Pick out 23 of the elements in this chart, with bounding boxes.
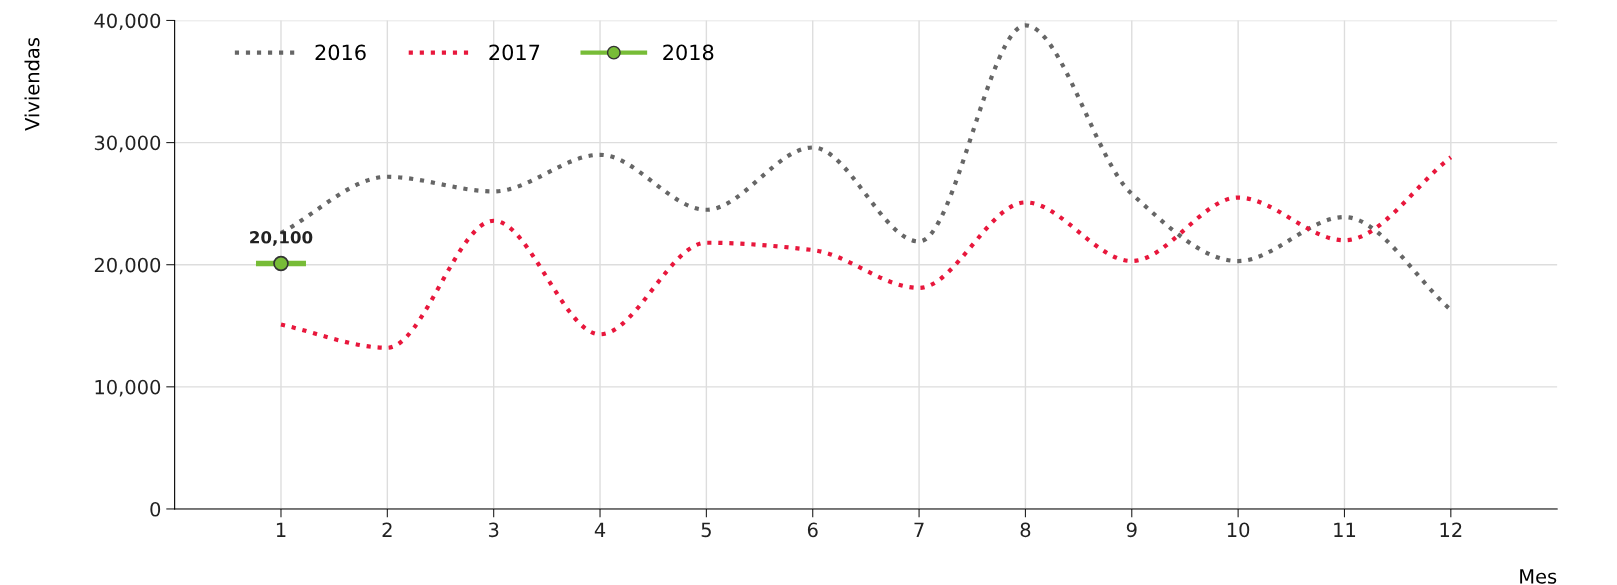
x-tick-label: 11 xyxy=(1334,522,1356,537)
x-tick-label: 7 xyxy=(914,522,924,537)
x-tick-label: 6 xyxy=(807,522,818,538)
y-tick-label: 10,000 xyxy=(95,379,161,397)
y-axis-title: Viviendas xyxy=(24,38,40,131)
x-tick-label: 9 xyxy=(1126,522,1137,538)
y-tick-label: 20,000 xyxy=(94,257,161,275)
legend-label: 2016 xyxy=(315,44,366,61)
y-tick-label: 40,000 xyxy=(94,13,161,31)
x-tick-label: 4 xyxy=(594,522,606,537)
y-tick-label: 30,000 xyxy=(94,135,161,153)
x-tick-label: 2 xyxy=(382,522,392,537)
data-label: 20,100 xyxy=(250,230,313,246)
x-tick-label: 12 xyxy=(1440,522,1462,537)
x-axis-title: Mes xyxy=(1520,569,1557,584)
x-tick-label: 5 xyxy=(701,522,711,538)
y-tick-label: 0 xyxy=(150,501,161,517)
x-tick-label: 3 xyxy=(488,522,499,538)
x-tick-label: 8 xyxy=(1020,522,1031,538)
x-tick-label: 10 xyxy=(1227,522,1250,538)
legend-label: 2017 xyxy=(489,44,540,61)
x-tick-label: 1 xyxy=(276,522,286,537)
legend-label: 2018 xyxy=(663,44,714,61)
